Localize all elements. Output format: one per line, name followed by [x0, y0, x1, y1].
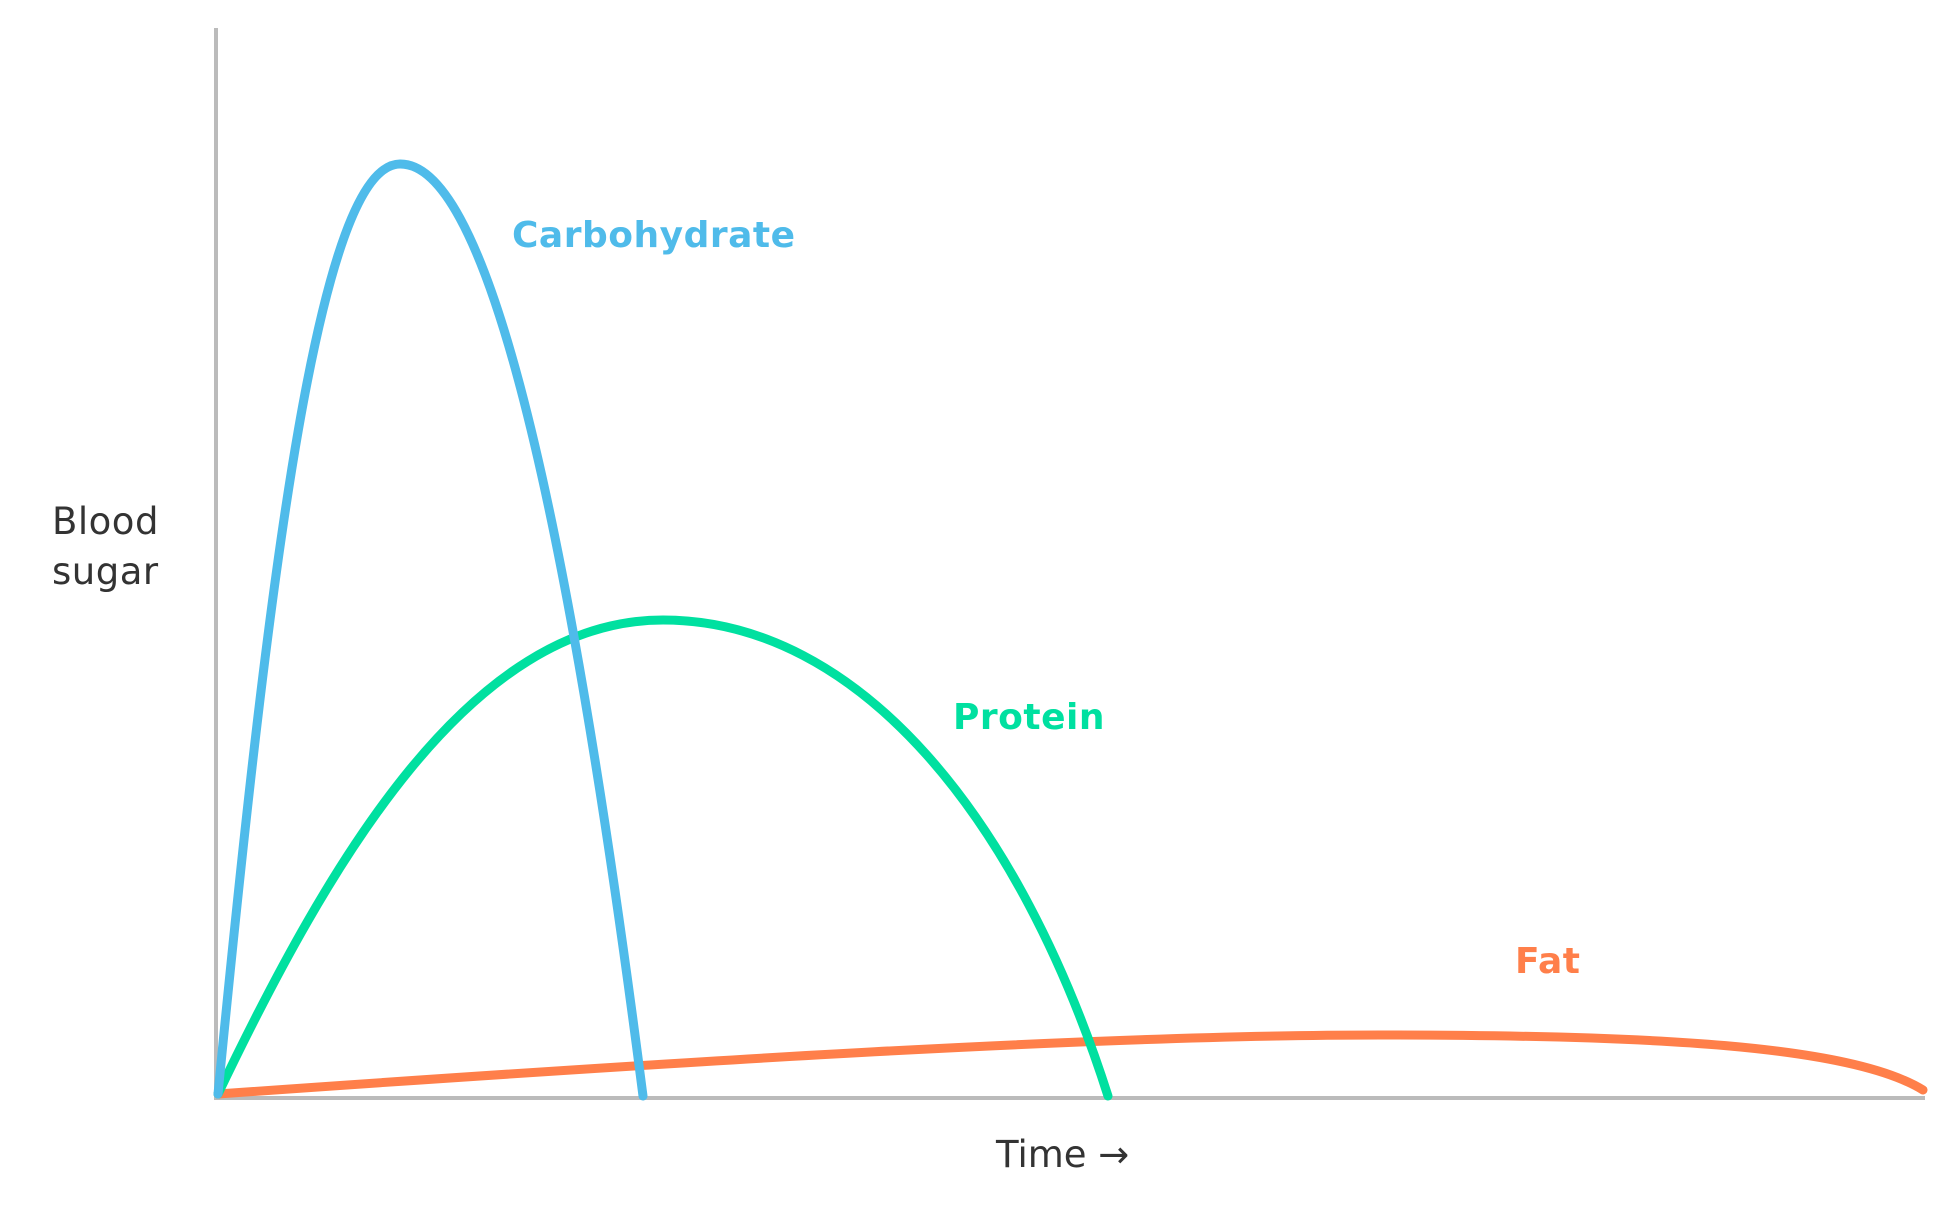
fat-curve [213, 1030, 1928, 1099]
fat-label: Fat [1515, 941, 1581, 982]
y-axis-label: Blood sugar [52, 497, 159, 597]
protein-label: Protein [953, 697, 1105, 738]
protein-curve [213, 615, 1113, 1101]
carbohydrate-label: Carbohydrate [512, 215, 796, 256]
y-axis-label-line2: sugar [52, 550, 159, 593]
x-axis-label: Time → [996, 1133, 1130, 1176]
y-axis-label-line1: Blood [52, 500, 159, 543]
carbohydrate-curve [213, 159, 648, 1101]
